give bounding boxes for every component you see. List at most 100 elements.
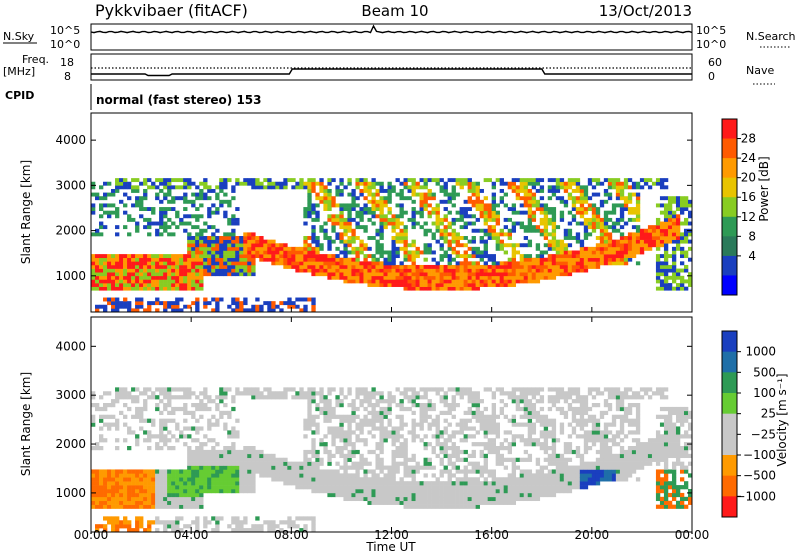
velocity-cell (119, 391, 124, 396)
power-cell (499, 239, 504, 244)
velocity-cell (327, 391, 332, 396)
power-cell (371, 279, 376, 284)
power-cell (139, 283, 144, 287)
power-cell (467, 188, 472, 193)
velocity-cell (195, 449, 200, 455)
velocity-cell (255, 524, 260, 529)
power-cell (363, 225, 368, 230)
power-cell (679, 268, 685, 273)
velocity-cell (419, 426, 424, 431)
velocity-cell (539, 414, 545, 419)
power-cell (611, 225, 617, 230)
velocity-cell (195, 453, 200, 459)
power-cell (451, 257, 456, 262)
power-cell (151, 261, 156, 266)
power-cell (579, 188, 585, 193)
velocity-cell (351, 418, 356, 423)
power-cell (679, 279, 685, 284)
velocity-cell (339, 481, 344, 486)
velocity-cell (383, 430, 388, 435)
velocity-cell (527, 481, 533, 486)
power-cell (399, 272, 404, 277)
velocity-cell (151, 395, 156, 400)
power-cell (507, 185, 512, 190)
velocity-cell (395, 469, 400, 474)
velocity-cell (199, 465, 204, 470)
power-cell (415, 250, 420, 255)
power-cell (687, 221, 692, 226)
power-cell (359, 217, 364, 222)
power-cell (391, 217, 396, 222)
power-cell (107, 203, 112, 208)
velocity-cell (375, 473, 380, 478)
power-cell (427, 196, 432, 201)
velocity-cell (259, 461, 264, 466)
velocity-cell (303, 391, 308, 396)
velocity-cell (147, 485, 152, 490)
velocity-cell (347, 496, 352, 502)
velocity-cell (91, 418, 96, 423)
power-cell (263, 257, 268, 262)
velocity-cell (339, 399, 344, 404)
velocity-cell (475, 414, 480, 419)
power-cell (315, 217, 320, 222)
power-cell (467, 246, 472, 251)
power-cell (599, 225, 605, 230)
velocity-cell (195, 516, 200, 521)
velocity-cell (519, 485, 525, 490)
power-cell (311, 272, 316, 277)
velocity-cell (547, 418, 553, 423)
power-cell (375, 181, 380, 186)
velocity-cell (559, 469, 565, 474)
velocity-cell (391, 481, 396, 486)
velocity-cell (399, 481, 404, 486)
power-cell (543, 210, 549, 215)
power-cell (611, 261, 617, 266)
velocity-cell (411, 477, 416, 482)
velocity-cell (495, 426, 500, 431)
power-cell (379, 232, 384, 237)
power-cell (107, 254, 112, 259)
power-cell (279, 250, 284, 255)
power-cell (323, 192, 328, 197)
power-cell (627, 207, 633, 211)
velocity-cell (327, 461, 332, 466)
velocity-cell (491, 410, 496, 416)
power-cell (563, 264, 569, 269)
power-cell (159, 221, 164, 226)
power-cell (263, 246, 268, 251)
power-cell (491, 257, 496, 262)
power-cell (303, 264, 308, 269)
power-cell (599, 217, 605, 222)
velocity-cell (119, 395, 124, 400)
velocity-cell (291, 465, 296, 470)
velocity-cell (315, 489, 320, 494)
velocity-cell (511, 485, 517, 490)
power-cell (411, 217, 416, 222)
power-cell (379, 243, 384, 248)
power-cell (563, 250, 569, 255)
power-cell (583, 225, 589, 230)
power-cell (551, 268, 557, 273)
power-cell (675, 232, 681, 237)
velocity-cell (327, 477, 332, 482)
power-cell (407, 272, 412, 277)
power-cell (359, 192, 364, 197)
velocity-cell (107, 426, 112, 431)
power-cell (375, 250, 380, 255)
power-cell (531, 214, 537, 219)
power-cell (403, 268, 408, 273)
power-cell (203, 304, 208, 309)
velocity-cell (391, 461, 396, 466)
power-cell (399, 261, 404, 266)
power-cell (195, 239, 200, 244)
velocity-cell (203, 524, 208, 529)
power-cell (367, 275, 372, 280)
power-cell (463, 261, 468, 266)
velocity-cell (363, 399, 368, 404)
power-cell (503, 203, 508, 208)
velocity-cell (187, 465, 192, 470)
power-cell (263, 254, 268, 259)
power-cell (223, 264, 228, 269)
power-cell (623, 254, 629, 259)
